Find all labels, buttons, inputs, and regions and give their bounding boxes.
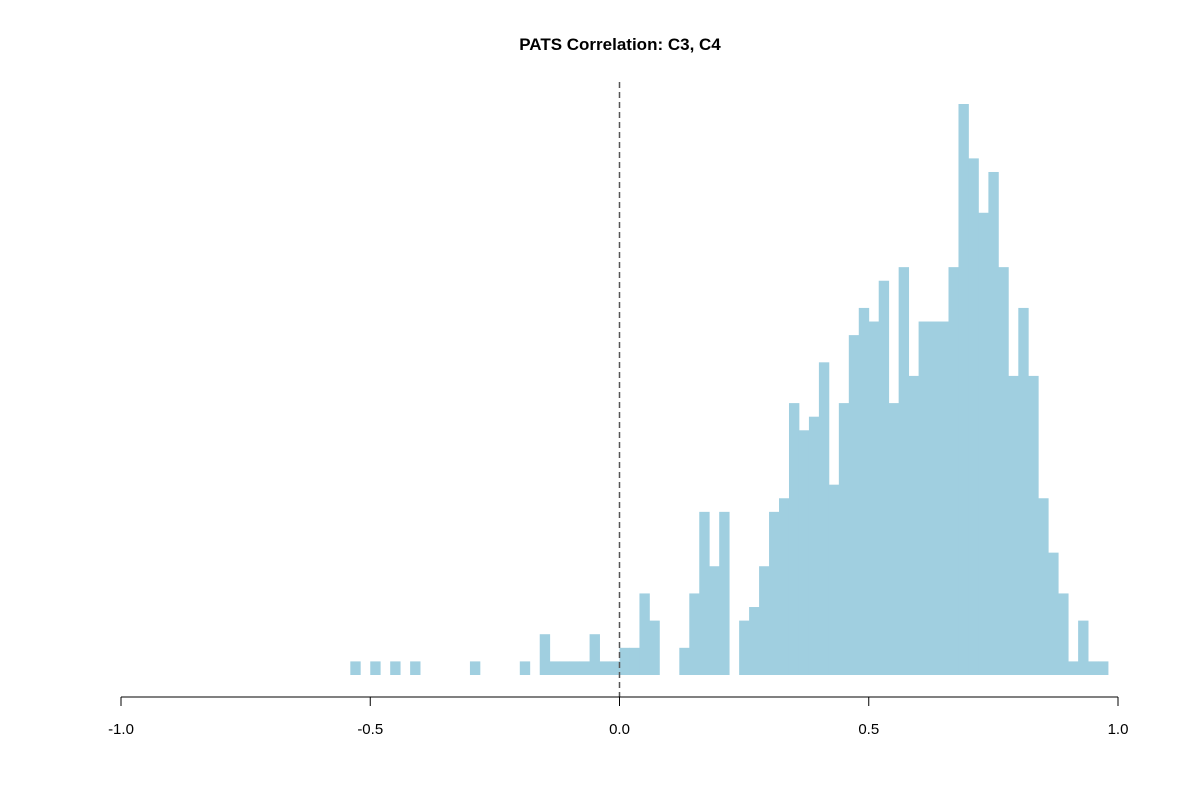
histogram-bar — [788, 403, 800, 675]
histogram-bar — [569, 661, 581, 675]
histogram-bar — [370, 661, 381, 675]
histogram-bar — [1008, 375, 1019, 675]
histogram-bar — [579, 661, 590, 675]
histogram-bar — [699, 511, 710, 675]
histogram-bar — [968, 158, 979, 675]
histogram-bars — [350, 104, 1109, 676]
histogram-bar — [898, 267, 910, 675]
histogram-bar — [629, 647, 640, 675]
histogram-bar — [709, 566, 720, 675]
histogram-bar — [908, 375, 919, 675]
histogram-bar — [808, 416, 820, 675]
histogram-bar — [549, 661, 561, 675]
histogram-bar — [689, 593, 700, 675]
histogram-bar — [350, 661, 361, 675]
x-tick-label: 0.0 — [609, 721, 630, 738]
x-tick-label: -0.5 — [357, 721, 383, 738]
histogram-bar — [948, 267, 959, 675]
histogram-bar — [679, 647, 690, 675]
histogram-bar — [838, 403, 850, 675]
histogram-bar — [868, 321, 880, 675]
histogram-bar — [390, 661, 401, 675]
histogram-bar — [759, 566, 770, 675]
histogram-bar — [599, 661, 610, 675]
histogram-bar — [410, 661, 421, 675]
histogram-bar — [1048, 552, 1059, 675]
histogram-bar — [1038, 498, 1049, 675]
histogram-bar — [639, 593, 650, 675]
x-tick-label: -1.0 — [108, 721, 134, 738]
histogram-bar — [848, 335, 860, 675]
histogram-bar — [1068, 661, 1079, 675]
histogram-bar — [1088, 661, 1099, 675]
histogram-bar — [818, 362, 830, 675]
histogram-bar — [779, 498, 790, 675]
histogram-bar — [749, 607, 760, 675]
histogram-bar — [609, 661, 620, 675]
histogram-bar — [878, 280, 890, 675]
histogram-bar — [519, 661, 531, 675]
histogram-bar — [739, 620, 750, 675]
histogram-bar — [978, 212, 989, 675]
histogram-bar — [988, 171, 999, 676]
histogram-bar — [619, 647, 630, 675]
histogram-bar — [539, 634, 551, 675]
histogram-bar — [938, 321, 949, 675]
histogram-bar — [888, 403, 900, 675]
histogram-bar — [649, 620, 660, 675]
histogram-bar — [998, 267, 1009, 675]
histogram-bar — [1018, 307, 1029, 675]
x-tick-label: 1.0 — [1108, 721, 1129, 738]
x-axis: -1.0 -0.5 0.0 0.5 1.0 — [108, 696, 1129, 738]
histogram-bar — [769, 511, 780, 675]
histogram-bar — [1028, 375, 1039, 675]
histogram-bar — [828, 484, 840, 675]
histogram-bar — [719, 511, 730, 675]
histogram-bar — [798, 430, 810, 675]
histogram-bar — [928, 321, 939, 675]
histogram-bar — [958, 104, 969, 675]
histogram-bar — [1058, 593, 1069, 675]
chart-title: PATS Correlation: C3, C4 — [519, 35, 721, 54]
histogram-bar — [1078, 620, 1089, 675]
histogram-bar — [589, 634, 600, 675]
histogram-bar — [858, 307, 870, 675]
histogram-bar — [559, 661, 571, 675]
x-tick-label: 0.5 — [858, 721, 879, 738]
histogram-bar — [1098, 661, 1109, 675]
histogram-bar — [469, 661, 481, 675]
histogram-bar — [918, 321, 929, 675]
